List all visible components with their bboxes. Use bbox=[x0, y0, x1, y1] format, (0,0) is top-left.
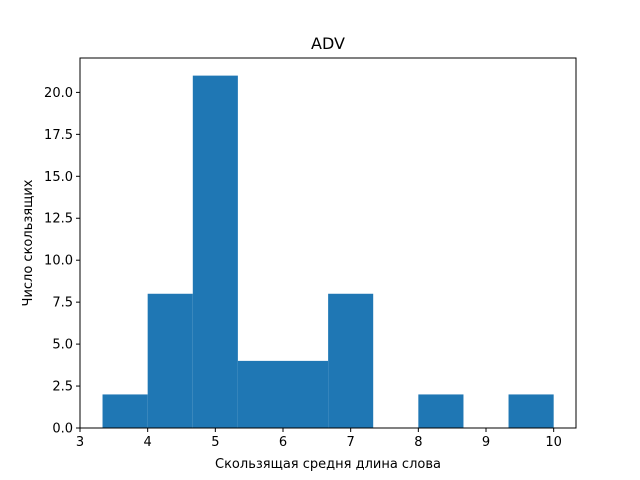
x-axis-label: Скользящая средня длина слова bbox=[215, 457, 441, 472]
y-tick-label: 17.5 bbox=[44, 128, 73, 143]
y-tick-label: 20.0 bbox=[44, 86, 73, 101]
y-tick-label: 0.0 bbox=[52, 422, 73, 437]
y-tick-label: 7.5 bbox=[52, 296, 73, 311]
bars-group bbox=[102, 75, 554, 428]
x-tick-label: 5 bbox=[211, 435, 219, 450]
chart-title: ADV bbox=[311, 34, 345, 53]
y-tick-label: 15.0 bbox=[44, 170, 73, 185]
y-axis: 0.0 2.5 5.0 7.5 10.0 12.5 15.0 17.5 20.0 bbox=[44, 86, 80, 437]
x-tick-label: 8 bbox=[414, 435, 422, 450]
histogram-bar-0 bbox=[102, 394, 148, 428]
x-tick-label: 7 bbox=[347, 435, 355, 450]
y-tick-label: 5.0 bbox=[52, 338, 73, 353]
x-tick-label: 10 bbox=[545, 435, 562, 450]
histogram-bar-9 bbox=[508, 394, 554, 428]
x-tick-label: 6 bbox=[279, 435, 287, 450]
x-tick-label: 3 bbox=[76, 435, 84, 450]
y-tick-label: 2.5 bbox=[52, 380, 73, 395]
x-tick-label: 9 bbox=[482, 435, 490, 450]
histogram-bar-3 bbox=[237, 360, 284, 428]
x-axis: 3 4 5 6 7 8 9 10 bbox=[76, 428, 562, 450]
y-tick-label: 12.5 bbox=[44, 212, 73, 227]
x-tick-label: 4 bbox=[144, 435, 152, 450]
histogram-bar-2 bbox=[192, 75, 238, 428]
histogram-bar-5 bbox=[328, 293, 374, 428]
histogram-bar-1 bbox=[147, 293, 193, 428]
histogram-bar-7 bbox=[418, 394, 464, 428]
plot-frame bbox=[79, 57, 577, 429]
y-axis-label: Число скользящих bbox=[21, 179, 36, 306]
y-tick-label: 10.0 bbox=[44, 254, 73, 269]
histogram-bar-4 bbox=[283, 360, 329, 428]
